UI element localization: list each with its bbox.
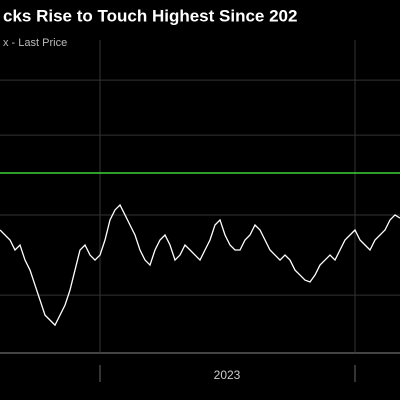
x-axis-label: 2023: [214, 368, 241, 382]
legend-entry: x - Last Price: [3, 37, 67, 49]
price-line: [0, 203, 400, 327]
chart-title: cks Rise to Touch Highest Since 202: [3, 6, 297, 25]
